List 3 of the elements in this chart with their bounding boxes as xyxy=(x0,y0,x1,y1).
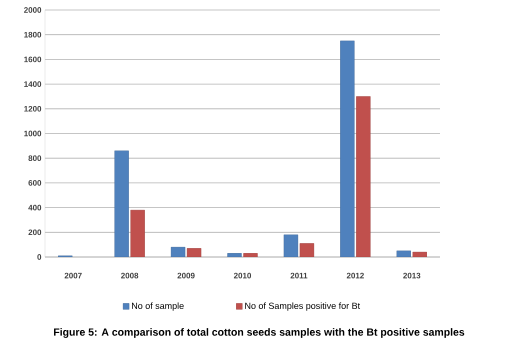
legend-label: No of sample xyxy=(132,302,184,311)
text: Figure 5: A comparison of total cotton seeds samples with the Bt positive samples xyxy=(54,328,464,338)
legend-label: No of Samples positive for Bt xyxy=(245,302,360,311)
